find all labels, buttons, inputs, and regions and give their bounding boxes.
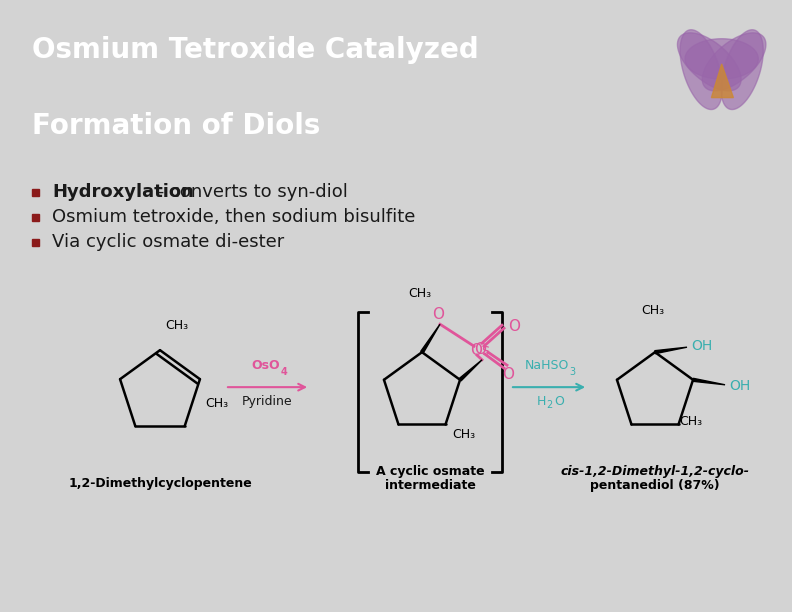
- Polygon shape: [677, 33, 741, 91]
- Text: CH₃: CH₃: [452, 428, 476, 441]
- Polygon shape: [421, 324, 440, 353]
- Text: 3: 3: [569, 367, 575, 377]
- Polygon shape: [721, 30, 763, 110]
- Text: cis-1,2-Dimethyl-1,2-cyclo-: cis-1,2-Dimethyl-1,2-cyclo-: [561, 465, 749, 478]
- Text: Pyridine: Pyridine: [242, 395, 293, 408]
- Text: O: O: [432, 307, 444, 322]
- Text: Via cyclic osmate di-ester: Via cyclic osmate di-ester: [52, 233, 284, 252]
- Text: OH: OH: [691, 339, 712, 353]
- Text: OsO: OsO: [251, 359, 280, 372]
- Bar: [32, 239, 39, 246]
- Text: OH: OH: [729, 379, 750, 393]
- Text: Osmium Tetroxide Catalyzed: Osmium Tetroxide Catalyzed: [32, 37, 479, 64]
- Text: 1,2-Dimethylcyclopentene: 1,2-Dimethylcyclopentene: [68, 477, 252, 490]
- Text: CH₃: CH₃: [680, 415, 703, 428]
- Text: CH₃: CH₃: [642, 304, 664, 317]
- Text: A cyclic osmate: A cyclic osmate: [375, 465, 485, 478]
- Polygon shape: [459, 360, 482, 381]
- Text: Os: Os: [470, 343, 490, 357]
- Text: Hydroxylation: Hydroxylation: [52, 183, 194, 201]
- Bar: [32, 214, 39, 222]
- Text: O: O: [502, 367, 514, 382]
- Polygon shape: [693, 378, 725, 385]
- Bar: [32, 189, 39, 196]
- Text: CH₃: CH₃: [205, 397, 228, 410]
- Polygon shape: [685, 39, 758, 79]
- Polygon shape: [655, 347, 687, 354]
- Text: 2: 2: [546, 400, 552, 410]
- Polygon shape: [703, 33, 766, 91]
- Polygon shape: [711, 64, 733, 97]
- Text: - converts to syn-diol: - converts to syn-diol: [152, 183, 348, 201]
- Text: O: O: [554, 395, 564, 408]
- Text: O: O: [508, 319, 520, 334]
- Text: CH₃: CH₃: [409, 287, 432, 300]
- Text: intermediate: intermediate: [385, 479, 475, 492]
- Text: Osmium tetroxide, then sodium bisulfite: Osmium tetroxide, then sodium bisulfite: [52, 208, 415, 226]
- Text: O: O: [474, 342, 486, 357]
- Text: CH₃: CH₃: [165, 319, 188, 332]
- Text: pentanediol (87%): pentanediol (87%): [590, 479, 720, 492]
- Text: NaHSO: NaHSO: [525, 359, 569, 372]
- Text: H: H: [536, 395, 546, 408]
- Text: Formation of Diols: Formation of Diols: [32, 112, 321, 140]
- Polygon shape: [680, 30, 722, 110]
- Text: 4: 4: [280, 367, 287, 377]
